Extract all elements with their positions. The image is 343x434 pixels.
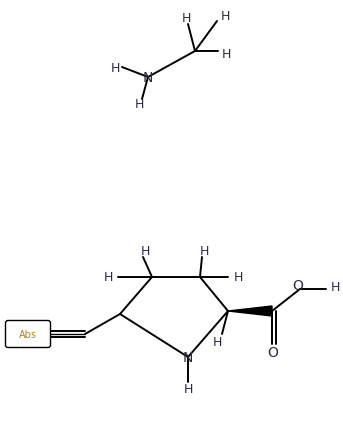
Polygon shape (228, 306, 272, 316)
Text: H: H (221, 47, 231, 60)
Text: H: H (110, 61, 120, 74)
Text: O: O (293, 278, 304, 293)
Text: H: H (233, 271, 243, 284)
Text: N: N (143, 71, 153, 85)
Text: H: H (220, 10, 230, 23)
Text: H: H (103, 271, 113, 284)
Text: H: H (140, 245, 150, 258)
Text: N: N (183, 350, 193, 364)
FancyBboxPatch shape (5, 321, 50, 348)
Text: H: H (199, 245, 209, 258)
Text: H: H (181, 13, 191, 26)
Text: O: O (268, 345, 279, 359)
Text: H: H (134, 98, 144, 111)
Text: H: H (183, 383, 193, 395)
Text: H: H (212, 336, 222, 349)
Text: Abs: Abs (19, 329, 37, 339)
Text: H: H (330, 281, 340, 294)
